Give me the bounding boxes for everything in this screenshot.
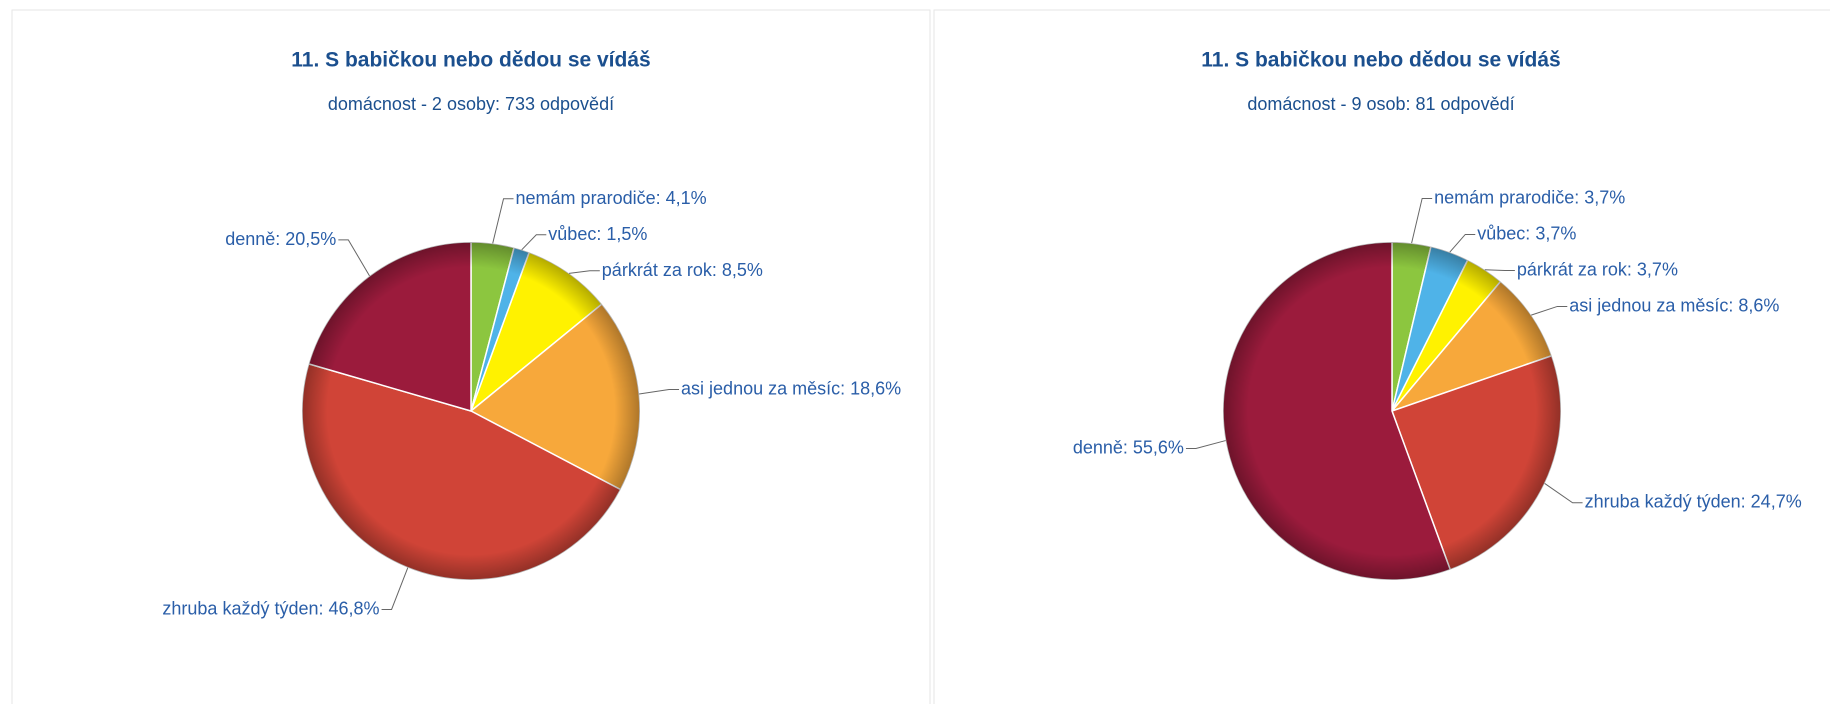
leader-line — [1531, 305, 1568, 316]
data-label: párkrát za rok: 8,5% — [602, 260, 763, 280]
label-value: 20,5% — [285, 229, 336, 249]
label-value: 8,6% — [1738, 295, 1779, 315]
label-category: vůbec — [1477, 223, 1525, 243]
chart-subtitle: domácnost - 2 osoby: 733 odpovědí — [328, 94, 614, 114]
label-value: 18,6% — [850, 378, 901, 398]
data-label: vůbec: 3,7% — [1477, 223, 1576, 243]
leader-line — [521, 234, 547, 251]
chart-title: 11. S babičkou nebo dědou se vídáš — [1201, 49, 1560, 72]
label-value: 24,7% — [1751, 491, 1802, 511]
label-separator: : — [1525, 223, 1530, 243]
label-value: 4,1% — [666, 188, 707, 208]
label-value: 3,7% — [1637, 259, 1678, 279]
leader-line — [1544, 483, 1583, 504]
data-label: asi jednou za měsíc: 8,6% — [1569, 295, 1779, 315]
label-separator: : — [712, 260, 717, 280]
leader-line — [568, 270, 600, 274]
leader-line — [1449, 233, 1476, 253]
leader-line — [381, 567, 409, 610]
leader-line — [492, 198, 514, 244]
label-value: 3,7% — [1584, 187, 1625, 207]
label-separator: : — [275, 229, 280, 249]
chart-title: 11. S babičkou nebo dědou se vídáš — [291, 49, 650, 72]
data-label: zhruba každý týden: 24,7% — [1585, 491, 1802, 511]
label-category: asi jednou za měsíc — [1569, 295, 1728, 315]
label-value: 46,8% — [329, 598, 380, 618]
leader-line — [1411, 197, 1433, 244]
label-category: denně — [1073, 437, 1123, 457]
leader-line — [338, 239, 370, 277]
label-separator: : — [596, 224, 601, 244]
label-separator: : — [1741, 491, 1746, 511]
data-label: denně: 20,5% — [225, 229, 336, 249]
label-category: zhruba každý týden — [162, 598, 318, 618]
data-label: asi jednou za měsíc: 18,6% — [681, 378, 901, 398]
label-category: zhruba každý týden — [1585, 491, 1741, 511]
label-separator: : — [1123, 437, 1128, 457]
data-label: zhruba každý týden: 46,8% — [162, 598, 379, 618]
label-value: 55,6% — [1133, 437, 1184, 457]
label-separator: : — [1574, 187, 1579, 207]
label-category: párkrát za rok — [602, 260, 713, 280]
leader-line — [1484, 269, 1515, 271]
label-category: nemám prarodiče — [1434, 187, 1574, 207]
label-separator: : — [1627, 259, 1632, 279]
label-separator: : — [656, 188, 661, 208]
label-category: asi jednou za měsíc — [681, 378, 840, 398]
label-category: vůbec — [548, 224, 596, 244]
data-label: vůbec: 1,5% — [548, 224, 647, 244]
chart-subtitle: domácnost - 9 osob: 81 odpovědí — [1247, 94, 1514, 114]
label-separator: : — [319, 598, 324, 618]
leader-line — [1185, 440, 1226, 449]
label-value: 1,5% — [606, 224, 647, 244]
data-label: nemám prarodiče: 3,7% — [1434, 187, 1625, 207]
label-category: párkrát za rok — [1517, 259, 1628, 279]
leader-line — [639, 389, 680, 395]
label-value: 8,5% — [722, 260, 763, 280]
label-separator: : — [840, 378, 845, 398]
label-category: nemám prarodiče — [516, 188, 656, 208]
data-label: nemám prarodiče: 4,1% — [516, 188, 707, 208]
label-category: denně — [225, 229, 275, 249]
label-separator: : — [1728, 295, 1733, 315]
label-value: 3,7% — [1535, 223, 1576, 243]
data-label: denně: 55,6% — [1073, 437, 1184, 457]
data-label: párkrát za rok: 3,7% — [1517, 259, 1678, 279]
